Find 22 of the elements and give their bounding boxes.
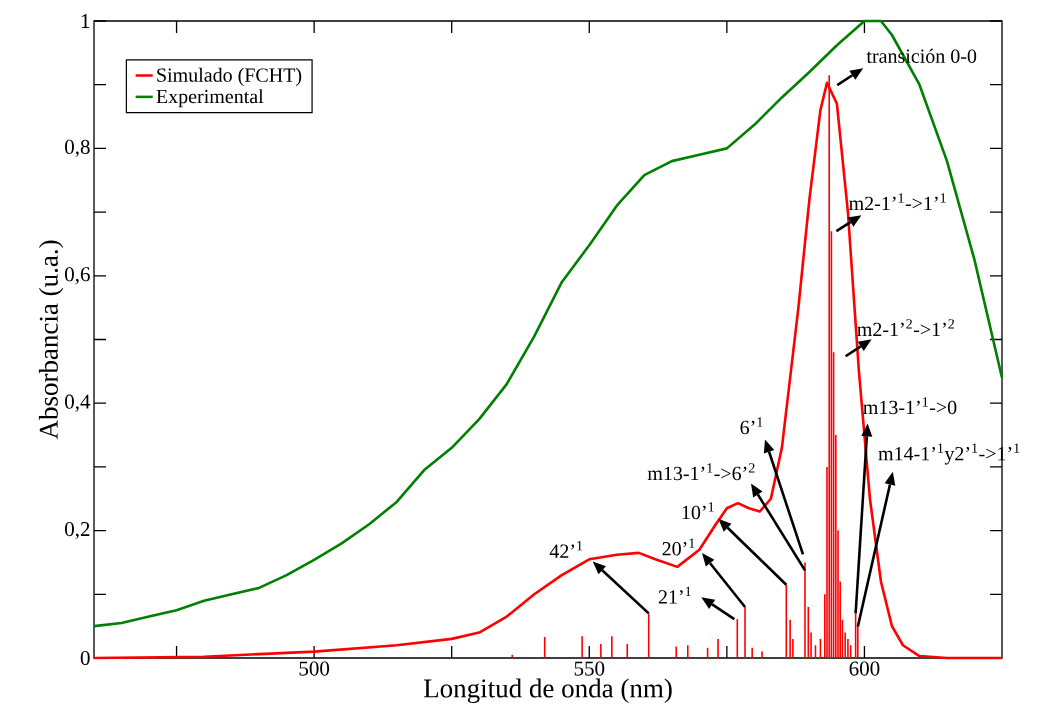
y-tick-label: 0,8 [65, 139, 90, 157]
legend-label: Experimental [156, 89, 264, 108]
annotation: m2-1’$^{1}$->1’$^{1}$ [849, 193, 946, 210]
annotation: 10’$^{1}$ [682, 502, 714, 520]
annotation: m2-1’$^{2}$->1’$^{2}$ [857, 319, 955, 337]
annotation: 42’$^{1}$ [549, 541, 583, 558]
y-tick-label: 0 [80, 650, 90, 666]
annotation: 20’$^{1}$ [662, 538, 695, 556]
y-tick-label: 0,2 [65, 522, 90, 540]
x-tick-label: 500 [299, 661, 330, 676]
y-axis-title: Absorbancia (u.a.) [38, 240, 64, 440]
x-tick-label: 600 [849, 661, 880, 676]
annotation: m13-1’$^{1}$->0 [863, 397, 957, 415]
annotation: m13-1’$^{1}$->6’$^{2}$ [647, 463, 755, 481]
y-tick-label: 0,4 [65, 394, 91, 412]
x-tick-label: 550 [574, 661, 605, 676]
annotation: 6’$^{1}$ [740, 417, 763, 435]
y-tick-label: 1 [81, 14, 90, 28]
annotation: 21’$^{1}$ [658, 586, 691, 604]
y-tick-label: 0,6 [65, 267, 90, 285]
x-axis-title: Longitud de onda (nm) [423, 678, 672, 704]
legend-label: Simulado (FCHT) [157, 67, 302, 86]
